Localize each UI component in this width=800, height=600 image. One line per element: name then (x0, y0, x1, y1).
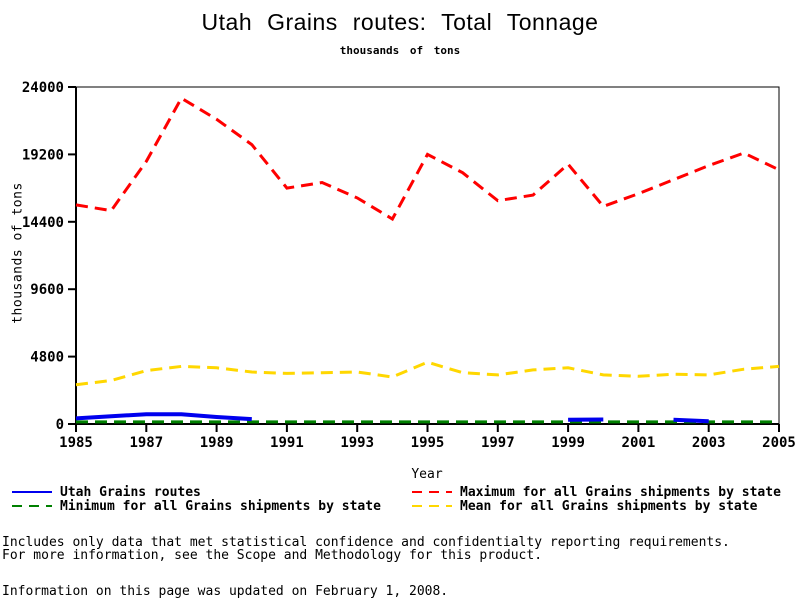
y-tick-label: 0 (56, 417, 64, 433)
x-tick-label: 1995 (411, 435, 445, 451)
x-tick-label: 2005 (762, 435, 796, 451)
legend-label: Maximum for all Grains shipments by stat… (460, 484, 781, 500)
y-tick-label: 24000 (22, 80, 64, 96)
legend-label: Utah Grains routes (60, 484, 201, 500)
footnote-line-1: Includes only data that met statistical … (2, 535, 730, 550)
y-tick-label: 14400 (22, 215, 64, 231)
x-tick-label: 1989 (200, 435, 234, 451)
x-tick-label: 2001 (622, 435, 656, 451)
legend-item-maximum: Maximum for all Grains shipments by stat… (412, 484, 781, 500)
y-tick-label: 4800 (30, 350, 64, 366)
legend-item-utah: Utah Grains routes (12, 484, 201, 500)
page-subtitle: thousands of tons (339, 44, 461, 57)
legend-item-mean: Mean for all Grains shipments by state (412, 498, 758, 514)
plot-frame (75, 86, 780, 425)
x-tick-label: 1999 (551, 435, 585, 451)
x-axis-title: Year (411, 467, 443, 482)
x-tick-label: 1985 (59, 435, 93, 451)
x-tick-label: 1991 (270, 435, 304, 451)
legend-label: Minimum for all Grains shipments by stat… (60, 498, 381, 514)
y-tick-label: 9600 (30, 282, 64, 298)
footnote-line-2: For more information, see the Scope and … (2, 548, 543, 563)
y-axis-title: thousands of tons (10, 182, 26, 324)
footnote-block: Includes only data that met statistical … (2, 536, 730, 562)
legend-line-sample-mean (412, 505, 452, 507)
legend-line-sample-minimum (12, 505, 52, 507)
legend-label: Mean for all Grains shipments by state (460, 498, 758, 514)
legend-line-sample-maximum (412, 491, 452, 493)
series-line-mean (75, 360, 780, 387)
series-line-utah (75, 412, 709, 424)
x-tick-label: 1997 (481, 435, 515, 451)
x-tick-label: 1987 (129, 435, 163, 451)
x-tick-label: 1993 (340, 435, 374, 451)
updated-note: Information on this page was updated on … (2, 584, 449, 599)
x-tick-label: 2003 (692, 435, 726, 451)
page-title: Utah Grains routes: Total Tonnage (201, 9, 599, 35)
y-tick-label: 19200 (22, 147, 64, 163)
legend-line-sample-utah (12, 491, 52, 493)
legend-item-minimum: Minimum for all Grains shipments by stat… (12, 498, 381, 514)
tonnage-line-chart: 0 4800 9600 14400 19200 24000 1985 1987 1989 1991… (22, 80, 796, 451)
series-line-maximum (75, 96, 780, 222)
